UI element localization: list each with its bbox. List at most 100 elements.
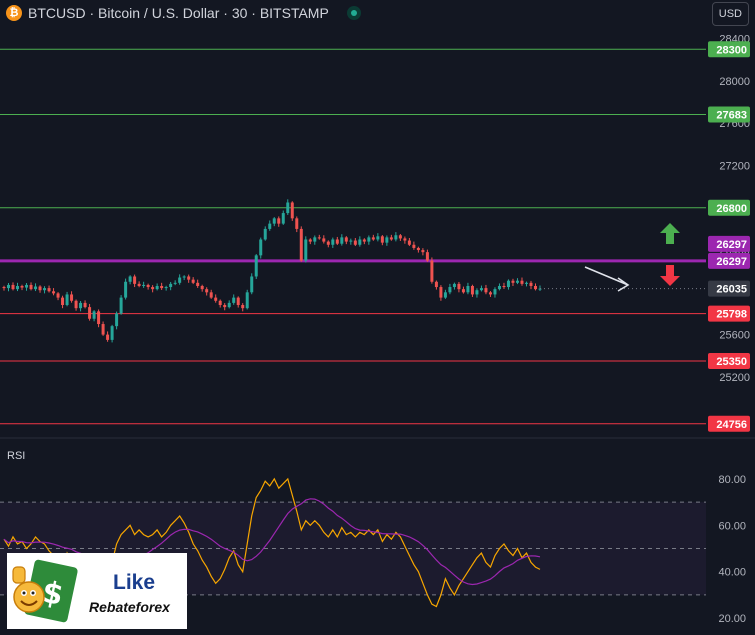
candle-body	[101, 324, 105, 335]
candle-body	[277, 218, 281, 224]
candle-body	[497, 285, 501, 290]
candle-body	[434, 281, 438, 288]
candle-body	[142, 284, 146, 286]
candle-body	[515, 280, 519, 283]
price-axis-tick: 28000	[719, 76, 750, 88]
rsi-pane-label: RSI	[7, 450, 26, 462]
candle-body	[362, 239, 366, 242]
current-price-label: 26035	[716, 284, 747, 296]
candle-body	[380, 236, 384, 243]
candle-body	[61, 297, 65, 306]
candle-body	[340, 237, 344, 244]
rsi-axis-tick: 80.00	[718, 474, 746, 486]
candle-body	[56, 293, 60, 298]
candle-body	[164, 287, 168, 289]
candle-body	[317, 237, 321, 239]
candle-body	[272, 218, 276, 224]
currency-button[interactable]: USD	[711, 2, 749, 26]
candle-body	[43, 288, 47, 291]
level-label-box	[708, 305, 750, 322]
candle-body	[322, 238, 326, 242]
candle-body	[389, 237, 393, 240]
candle-body	[443, 292, 447, 298]
candle-body	[407, 240, 411, 245]
candle-body	[385, 237, 389, 243]
candle-body	[259, 239, 263, 256]
pivot-label: 26297	[716, 239, 747, 251]
candle-body	[187, 276, 191, 280]
candle-body	[218, 300, 222, 306]
candle-body	[398, 235, 402, 239]
level-label-box	[708, 41, 750, 58]
level-label: 28300	[716, 44, 747, 56]
candle-body	[430, 260, 434, 282]
candle-body	[403, 238, 407, 241]
candle-body	[232, 297, 236, 303]
candle-body	[29, 284, 33, 290]
candle-body	[97, 311, 101, 325]
candle-body	[25, 284, 29, 288]
candle-body	[191, 279, 195, 283]
level-label-box	[708, 106, 750, 123]
level-label: 24756	[716, 419, 747, 431]
pivot-label-box	[708, 252, 750, 269]
candle-body	[394, 235, 398, 240]
candle-body	[2, 287, 6, 289]
symbol-header[interactable]: ₿ BTCUSD · Bitcoin / U.S. Dollar · 30 · …	[6, 3, 361, 23]
candle-body	[344, 237, 348, 242]
candle-body	[16, 285, 20, 290]
candle-body	[263, 228, 267, 240]
candle-body	[353, 240, 357, 245]
candle-body	[502, 285, 506, 288]
candle-body	[236, 297, 240, 306]
candle-body	[299, 228, 303, 261]
candle-body	[479, 288, 483, 291]
candle-body	[173, 282, 177, 284]
candle-body	[223, 305, 227, 308]
watermark-brand: Rebateforex	[89, 599, 170, 615]
candle-body	[52, 291, 56, 294]
candle-body	[205, 289, 209, 293]
rsi-axis-tick: 20.00	[718, 613, 746, 625]
candle-body	[196, 282, 200, 286]
candle-body	[178, 277, 182, 283]
candle-body	[304, 239, 308, 261]
candle-body	[124, 281, 128, 298]
candle-body	[83, 302, 87, 308]
candle-body	[461, 289, 465, 293]
candle-body	[331, 239, 335, 245]
candle-body	[146, 284, 150, 288]
candle-body	[452, 283, 456, 288]
candle-body	[268, 223, 272, 229]
candle-body	[376, 236, 380, 240]
candle-body	[281, 213, 285, 224]
candle-body	[250, 276, 254, 293]
candle-body	[533, 285, 537, 290]
candle-body	[128, 276, 132, 282]
rsi-axis-tick: 40.00	[718, 567, 746, 579]
price-axis-tick: 25600	[719, 330, 750, 342]
candle-body	[245, 292, 249, 309]
candle-body	[326, 241, 330, 245]
candle-body	[367, 237, 371, 242]
candle-body	[371, 237, 375, 240]
pivot-label: 26297	[716, 256, 747, 268]
candle-body	[313, 237, 317, 242]
candle-body	[475, 290, 479, 295]
candle-body	[448, 287, 452, 293]
forecast-arrow-icon	[584, 266, 630, 292]
candle-body	[34, 286, 38, 290]
market-status-icon	[346, 6, 361, 20]
level-label: 27683	[716, 109, 747, 121]
candle-body	[20, 285, 24, 288]
candle-body	[254, 255, 258, 277]
candle-body	[182, 276, 186, 278]
watermark-like: Like	[113, 571, 156, 594]
candle-body	[484, 288, 488, 293]
candle-body	[92, 311, 96, 319]
candle-body	[470, 285, 474, 295]
candle-body	[11, 284, 15, 290]
candle-body	[214, 297, 218, 301]
candle-body	[241, 305, 245, 309]
